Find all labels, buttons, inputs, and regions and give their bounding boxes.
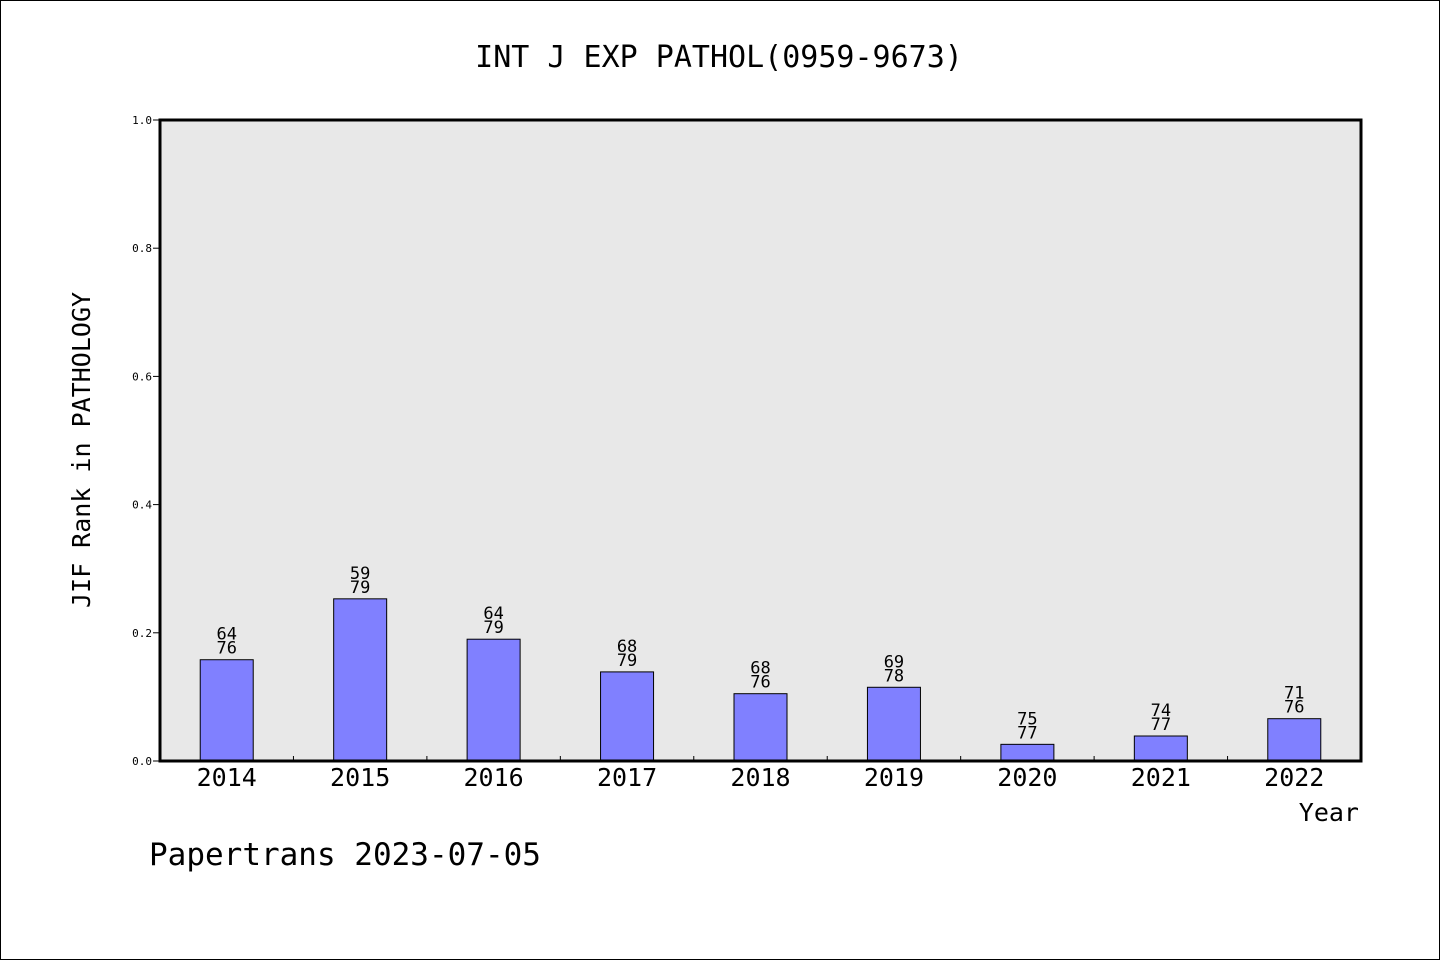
x-axis-ticks: 2014 2015 2016 2017 2018 2019 2020 2021 2022 — [197, 756, 1324, 792]
y-tick-label: 0.6 — [132, 370, 152, 383]
y-tick-label: 1.0 — [132, 114, 152, 127]
bar-rank-label: 64 — [483, 604, 503, 624]
y-tick-label: 0.2 — [132, 627, 152, 640]
bar-2016 — [466, 638, 521, 762]
x-tick-label: 2015 — [330, 763, 390, 792]
bar-2019 — [866, 686, 921, 762]
bar-total-label: 79 — [483, 618, 503, 638]
bars-group — [199, 598, 1322, 762]
x-tick-label: 2017 — [597, 763, 657, 792]
bar-rank-label: 71 — [1284, 684, 1304, 704]
chart-title: INT J EXP PATHOL(0959-9673) — [475, 40, 963, 75]
bar-total-label: 79 — [617, 651, 637, 671]
bar-rank-label: 68 — [750, 659, 770, 679]
y-tick-label: 0.8 — [132, 242, 152, 255]
x-tick-label: 2022 — [1264, 763, 1324, 792]
y-axis-ticks: 0.0 0.2 0.4 0.6 0.8 1.0 — [132, 114, 160, 768]
bar-2017 — [600, 671, 655, 762]
y-tick-label: 0.0 — [132, 755, 152, 768]
bar-2015 — [333, 598, 388, 762]
bar-2018 — [733, 693, 788, 762]
watermark-text: Papertrans 2023-07-05 — [149, 837, 541, 873]
x-tick-label: 2019 — [864, 763, 924, 792]
bar-2014 — [199, 659, 254, 762]
bar-total-label: 77 — [1151, 715, 1171, 735]
bar-total-label: 76 — [750, 673, 770, 693]
bar-total-label: 78 — [884, 666, 904, 686]
x-tick-label: 2014 — [197, 763, 257, 792]
bar-total-label: 77 — [1017, 723, 1037, 743]
x-tick-label: 2018 — [730, 763, 790, 792]
bar-2022 — [1267, 718, 1322, 762]
bar-rank-label: 59 — [350, 564, 370, 584]
bar-rank-label: 68 — [617, 637, 637, 657]
y-tick-label: 0.4 — [132, 499, 152, 512]
bar-2021 — [1133, 735, 1188, 762]
plot-frame — [158, 118, 1363, 763]
x-tick-label: 2016 — [464, 763, 524, 792]
bar-total-label: 76 — [216, 639, 236, 659]
bar-rank-label: 64 — [216, 625, 236, 645]
x-tick-label: 2021 — [1131, 763, 1191, 792]
bar-rank-label: 74 — [1151, 701, 1171, 721]
y-axis-label: JIF Rank in PATHOLOGY — [67, 292, 96, 608]
bar-rank-label: 69 — [884, 652, 904, 672]
x-tick-label: 2020 — [997, 763, 1057, 792]
bar-total-label: 79 — [350, 578, 370, 598]
x-axis-label: Year — [1299, 798, 1359, 827]
bar-rank-label: 75 — [1017, 709, 1037, 729]
bar-total-label: 76 — [1284, 698, 1304, 718]
bar-2020 — [1000, 743, 1055, 762]
